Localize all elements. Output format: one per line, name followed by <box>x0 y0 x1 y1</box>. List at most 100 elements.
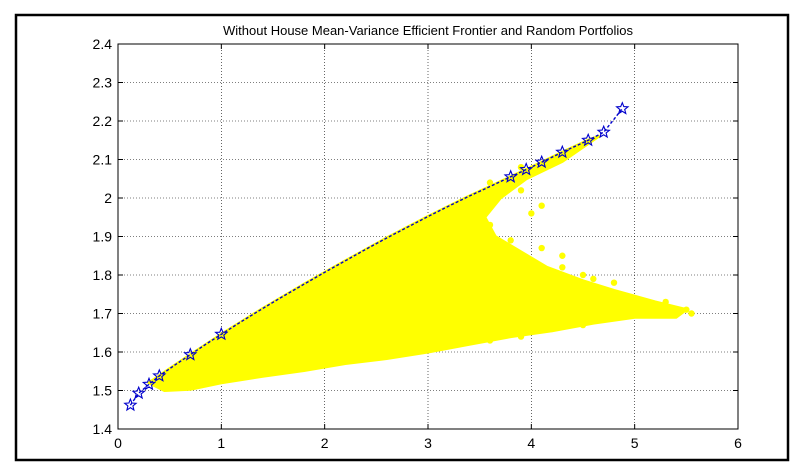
x-tick-label: 5 <box>631 435 639 451</box>
axis-ticks: 0 1 2 3 4 5 6 1.4 1.5 1.6 1.7 1.8 1.9 2 2.1 2.2 2.3 2.4 <box>93 36 743 451</box>
random-portfolio-point <box>300 341 308 348</box>
efficient-frontier-star <box>519 162 534 176</box>
random-portfolio-point <box>362 352 370 360</box>
random-portfolio-point <box>559 252 566 259</box>
random-portfolio-point <box>476 206 483 213</box>
random-portfolio-point <box>342 337 349 344</box>
random-portfolio-point <box>445 214 452 221</box>
x-tick-label: 2 <box>321 435 329 451</box>
random-portfolio-point <box>548 314 556 321</box>
efficient-frontier-star <box>131 385 146 400</box>
y-tick-label: 2.4 <box>93 36 113 52</box>
random-portfolio-point <box>404 256 411 263</box>
y-tick-label: 1.4 <box>93 421 113 437</box>
y-tick-label: 1.9 <box>93 229 113 245</box>
random-portfolio-point <box>455 202 463 209</box>
random-portfolio-point <box>238 344 246 352</box>
y-tick-label: 2.2 <box>93 113 113 129</box>
random-portfolio-point <box>486 337 494 344</box>
random-portfolio-point <box>683 306 690 313</box>
random-portfolio-point <box>610 279 618 286</box>
random-portfolio-point <box>269 321 277 329</box>
random-portfolio-point <box>321 318 328 325</box>
y-tick-label: 1.7 <box>93 306 113 322</box>
random-portfolio-point <box>631 302 638 309</box>
random-portfolio-point <box>171 383 179 390</box>
efficient-frontier-star <box>615 101 630 115</box>
random-portfolio-point <box>321 302 328 309</box>
random-portfolio-point <box>300 298 308 306</box>
random-portfolio-point <box>476 267 483 275</box>
random-portfolio-point <box>486 179 494 186</box>
random-portfolio-point <box>197 360 204 367</box>
random-portfolio-point <box>383 248 390 256</box>
random-portfolio-point <box>176 375 184 383</box>
random-portfolio-point <box>569 283 576 290</box>
chart-title: Without House Mean-Variance Efficient Fr… <box>223 23 633 38</box>
random-portfolio-point <box>404 233 411 240</box>
random-portfolio-point <box>662 298 669 306</box>
efficient-frontier-line <box>129 108 623 406</box>
random-portfolio-point <box>393 348 401 356</box>
random-portfolio-point <box>538 244 545 252</box>
random-portfolio-point <box>362 256 370 263</box>
random-portfolio-point <box>590 275 597 283</box>
random-portfolio-point <box>672 306 680 313</box>
random-portfolio-point <box>269 364 277 371</box>
random-portfolio-point <box>652 302 659 309</box>
random-portfolio-point <box>404 302 411 309</box>
x-tick-label: 1 <box>217 435 225 451</box>
x-tick-label: 6 <box>734 435 742 451</box>
y-tick-label: 2.1 <box>93 152 113 168</box>
random-portfolio-point <box>579 271 587 279</box>
random-portfolio-point <box>362 310 370 317</box>
random-portfolio-point <box>383 329 390 336</box>
random-portfolio-point <box>507 318 514 325</box>
random-portfolio-point <box>300 360 308 367</box>
figure-frame <box>14 13 790 462</box>
random-portfolio-point <box>445 294 452 302</box>
efficient-frontier-star <box>123 397 138 412</box>
efficient-frontier-star <box>555 144 570 159</box>
random-portfolio-point <box>486 291 494 298</box>
random-portfolio-point <box>579 321 587 329</box>
random-portfolio-point <box>548 325 556 333</box>
random-portfolio-point <box>249 321 256 329</box>
y-tick-label: 2 <box>104 190 112 206</box>
random-portfolio-point <box>352 275 359 283</box>
efficient-frontier-star <box>534 154 549 169</box>
efficient-frontier-star <box>581 132 596 147</box>
random-portfolio-point <box>486 221 494 229</box>
random-portfolio-point <box>187 379 194 386</box>
random-portfolio-point <box>373 287 380 294</box>
random-portfolio-point <box>424 344 432 352</box>
random-portfolio-point <box>424 225 432 232</box>
random-portfolio-point <box>238 368 246 375</box>
random-portfolio-point <box>466 321 473 329</box>
random-portfolio-point <box>559 264 566 271</box>
efficient-frontier-star <box>152 368 167 382</box>
random-portfolio-point <box>621 294 628 302</box>
random-portfolio-point <box>424 275 432 283</box>
random-portfolio-point <box>414 225 421 232</box>
efficient-frontier-star <box>141 376 157 391</box>
random-portfolio-point <box>373 248 380 256</box>
random-portfolio-point <box>259 348 266 356</box>
efficient-frontier-star <box>183 347 198 361</box>
random-portfolio-point <box>688 310 695 317</box>
random-portfolio-point <box>517 187 525 194</box>
efficient-frontier-star <box>596 124 611 139</box>
random-portfolio-point <box>590 310 597 317</box>
random-portfolio-point <box>528 210 535 217</box>
random-portfolio-point <box>218 364 225 371</box>
y-tick-label: 1.8 <box>93 267 113 283</box>
random-portfolio-point <box>466 198 473 206</box>
random-portfolio-point <box>528 287 535 294</box>
random-portfolio-point <box>641 310 649 317</box>
random-portfolio-points <box>171 164 695 390</box>
random-portfolio-point <box>507 237 514 244</box>
random-portfolio-point <box>280 298 287 306</box>
random-portfolio-point <box>424 325 432 333</box>
